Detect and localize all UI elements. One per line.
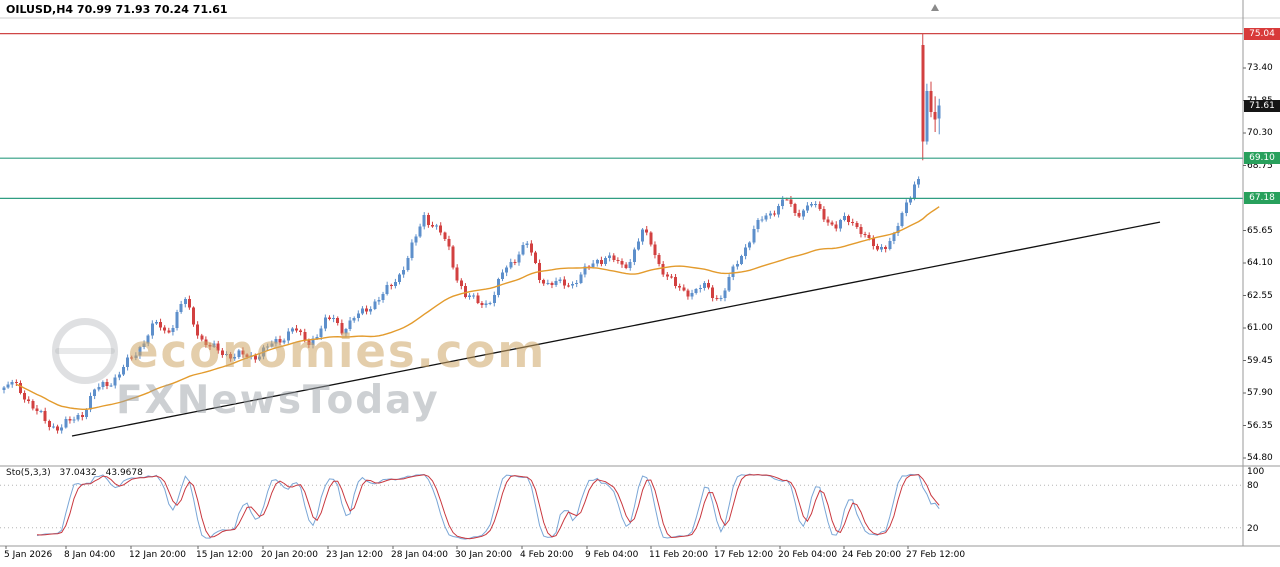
price-badge: 71.61 <box>1244 100 1280 112</box>
globe-logo-icon <box>52 318 118 384</box>
stoch-axis-label: 80 <box>1247 481 1259 491</box>
time-axis-label: 4 Feb 20:00 <box>520 550 574 560</box>
price-axis-label: 57.90 <box>1247 388 1273 398</box>
price-axis-label: 61.00 <box>1247 323 1273 333</box>
time-axis-label: 20 Jan 20:00 <box>261 550 318 560</box>
price-axis-label: 70.30 <box>1247 128 1273 138</box>
time-axis-label: 11 Feb 20:00 <box>649 550 709 560</box>
stochastic-panel[interactable] <box>0 466 1243 546</box>
time-axis-label: 5 Jan 2026 <box>4 550 53 560</box>
price-axis-label: 54.80 <box>1247 453 1273 463</box>
chart-title: OILUSD,H4 70.99 71.93 70.24 71.61 <box>6 3 228 16</box>
stochastic-value-main: 37.0432 <box>59 468 97 478</box>
price-axis-label: 68.75 <box>1247 161 1273 171</box>
time-axis-label: 20 Feb 04:00 <box>778 550 838 560</box>
watermark-line2: FXNewsToday <box>116 378 440 423</box>
time-scale[interactable] <box>0 546 1280 567</box>
time-axis-label: 30 Jan 20:00 <box>455 550 512 560</box>
time-axis-label: 27 Feb 12:00 <box>906 550 966 560</box>
watermark: economies.com FXNewsToday <box>52 318 546 423</box>
time-axis-label: 23 Jan 12:00 <box>326 550 383 560</box>
price-axis-label: 56.35 <box>1247 421 1273 431</box>
stoch-axis-label: 100 <box>1247 467 1265 477</box>
time-axis-label: 9 Feb 04:00 <box>585 550 639 560</box>
price-scale[interactable] <box>1243 0 1280 546</box>
watermark-line1: economies.com <box>128 324 547 378</box>
time-axis-label: 12 Jan 20:00 <box>129 550 186 560</box>
stochastic-label: Sto(5,3,3) 37.0432 43.9678 <box>6 468 149 478</box>
price-badge: 67.18 <box>1244 192 1280 204</box>
price-badge: 75.04 <box>1244 28 1280 40</box>
price-badge: 69.10 <box>1244 152 1280 164</box>
price-axis-label: 59.45 <box>1247 356 1273 366</box>
price-axis-label: 62.55 <box>1247 291 1273 301</box>
price-axis-label: 65.65 <box>1247 226 1273 236</box>
time-axis-label: 17 Feb 12:00 <box>714 550 774 560</box>
main-chart-area[interactable] <box>0 18 1243 466</box>
price-axis-label: 73.40 <box>1247 63 1273 73</box>
price-axis-label: 64.10 <box>1247 258 1273 268</box>
stochastic-value-signal: 43.9678 <box>105 468 143 478</box>
time-axis-label: 8 Jan 04:00 <box>64 550 116 560</box>
time-axis-label: 24 Feb 20:00 <box>842 550 902 560</box>
stochastic-name: Sto(5,3,3) <box>6 468 51 478</box>
chart-shift-marker <box>931 4 939 11</box>
time-axis-label: 28 Jan 04:00 <box>391 550 448 560</box>
stoch-axis-label: 20 <box>1247 524 1259 534</box>
time-axis-label: 15 Jan 12:00 <box>196 550 253 560</box>
